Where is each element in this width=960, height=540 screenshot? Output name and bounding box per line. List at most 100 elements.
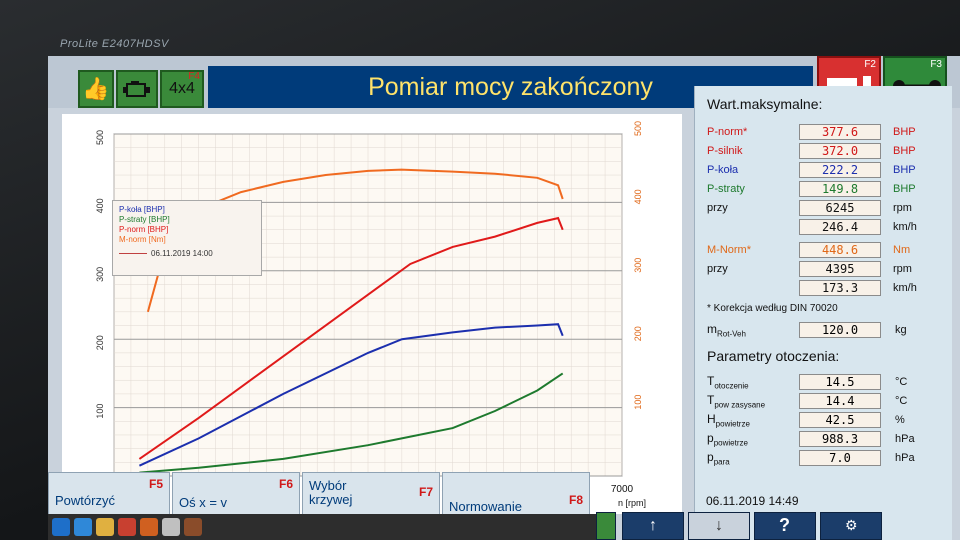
thumbs-up-icon: 👍 [82,76,110,101]
ambient-subscript: powietrze [715,419,750,429]
ambient-row-label: Hpowietrze [707,412,750,428]
awd-4x4-label: 4x4 [169,80,195,97]
axis-x-v-button[interactable]: Oś x = v F6 [172,472,300,516]
ambient-subscript: pow zasysane [714,400,766,410]
mrot-subscript: Rot-Veh [717,329,746,339]
axis-x-v-label: Oś x = v [179,495,228,510]
m-norm-row-unit: km/h [893,282,917,294]
y-right-tick-label: 200 [633,326,643,341]
legend-date: 06.11.2019 14:00 [119,249,255,259]
date-time: 06.11.2019 14:49 [706,494,799,508]
m-norm-row-unit: rpm [893,263,912,275]
y-left-tick-label: 500 [95,130,105,145]
max-row-value: 246.4 [799,219,881,235]
f4-key-label: F4 [188,71,200,82]
dyno-screen: 👍 4x4 F4 Pomiar mocy zakończony F2 [48,56,960,540]
firefox-icon[interactable] [140,518,158,536]
select-curve-label: Wybór krzywej [309,478,353,507]
max-row-unit: BHP [893,183,916,195]
media-player-icon[interactable] [118,518,136,536]
max-row-unit: BHP [893,145,916,157]
max-row-value: 149.8 [799,181,881,197]
y-left-tick-label: 300 [95,267,105,282]
function-key-bar: Powtórzyć F5 Oś x = v F6 Wybór krzywej F… [48,472,960,540]
f7-key-label: F7 [418,485,433,499]
monitor-brand: ProLite E2407HDSV [60,38,169,50]
select-curve-button[interactable]: Wybór krzywej F7 [302,472,440,516]
max-row-label: P-koła [707,164,739,176]
ambient-subscript: powietrze [713,438,748,448]
ambient-row-unit: hPa [895,452,915,464]
max-row-unit: rpm [893,202,912,214]
engine-icon [123,81,150,97]
m-norm-row-value: 4395 [799,261,881,277]
max-row-label: P-straty [707,183,745,195]
ambient-row-value: 988.3 [799,431,881,447]
f5-key-label: F5 [148,477,163,491]
legend-entry-m-norm: M-norm [Nm] [119,235,166,244]
ambient-symbol: p [707,450,714,464]
m-norm-row-value: 173.3 [799,280,881,296]
ambient-symbol: H [707,412,716,426]
f3-key-label: F3 [930,59,942,70]
series-line-p-norm [138,216,564,460]
repeat-button[interactable]: Powtórzyć F5 [48,472,170,516]
max-row-value: 222.2 [799,162,881,178]
x-tick-label: 7000 [611,484,634,495]
mrot-value: 120.0 [799,322,881,338]
y-right-tick-label: 400 [633,189,643,204]
max-row-label: przy [707,202,728,214]
ambient-row-label: ppowietrze [707,431,748,447]
ambient-symbol: p [707,431,714,445]
max-row-unit: km/h [893,221,917,233]
ambient-row-unit: °C [895,395,908,407]
ambient-row-value: 7.0 [799,450,881,466]
power-chart: 0100200300400500100200300400500100020003… [62,114,682,514]
series-line-p-straty [139,372,564,474]
max-row-unit: BHP [893,126,916,138]
max-row-value: 377.6 [799,124,881,140]
legend-date-text: 06.11.2019 14:00 [151,249,213,258]
start-icon[interactable] [52,518,70,536]
status-indicator [596,512,616,540]
max-row-value: 372.0 [799,143,881,159]
awd-4x4-button[interactable]: 4x4 F4 [160,70,204,108]
mrot-unit: kg [895,324,907,336]
ambient-row-unit: °C [895,376,908,388]
y-left-tick-label: 200 [95,335,105,350]
app-icon[interactable] [162,518,180,536]
ambient-row-label: Tpow zasysane [707,393,765,409]
up-arrow-icon: ↑ [649,517,657,534]
dyno-app-icon[interactable] [184,518,202,536]
m-norm-row-label: przy [707,263,728,275]
normalization-button[interactable]: Normowanie F8 [442,472,590,516]
down-arrow-button[interactable]: ↓ [688,512,750,540]
results-panel: Wart.maksymalne: P-norm* 377.6 BHP P-siln… [694,86,952,540]
ambient-row-unit: hPa [895,433,915,445]
f2-key-label: F2 [864,59,876,70]
y-left-tick-label: 400 [95,198,105,213]
ambient-row-value: 42.5 [799,412,881,428]
max-row-label: P-silnik [707,145,743,157]
y-right-tick-label: 300 [633,258,643,273]
internet-explorer-icon[interactable] [74,518,92,536]
f6-key-label: F6 [278,477,293,491]
chart-legend: P-koła [BHP] P-straty [BHP] P-norm [BHP]… [112,200,262,276]
help-button[interactable]: ? [754,512,816,540]
legend-entry-p-norm: P-norm [BHP] [119,225,169,234]
up-arrow-button[interactable]: ↑ [622,512,684,540]
max-values-heading: Wart.maksymalne: [707,96,823,112]
page-title: Pomiar mocy zakończony [368,72,653,101]
normalization-label: Normowanie [449,499,522,514]
ambient-subscript: otoczenie [714,381,749,391]
m-norm-row-label: M-Norm* [707,244,751,256]
thumbs-up-button[interactable]: 👍 [78,70,114,108]
repeat-label: Powtórzyć [55,493,115,508]
folder-icon[interactable] [96,518,114,536]
max-row-label: P-norm* [707,126,748,138]
tools-button[interactable]: ⚙ [820,512,882,540]
ambient-row-label: Totoczenie [707,374,749,390]
engine-button[interactable] [116,70,158,108]
ambient-symbol: T [707,374,715,388]
